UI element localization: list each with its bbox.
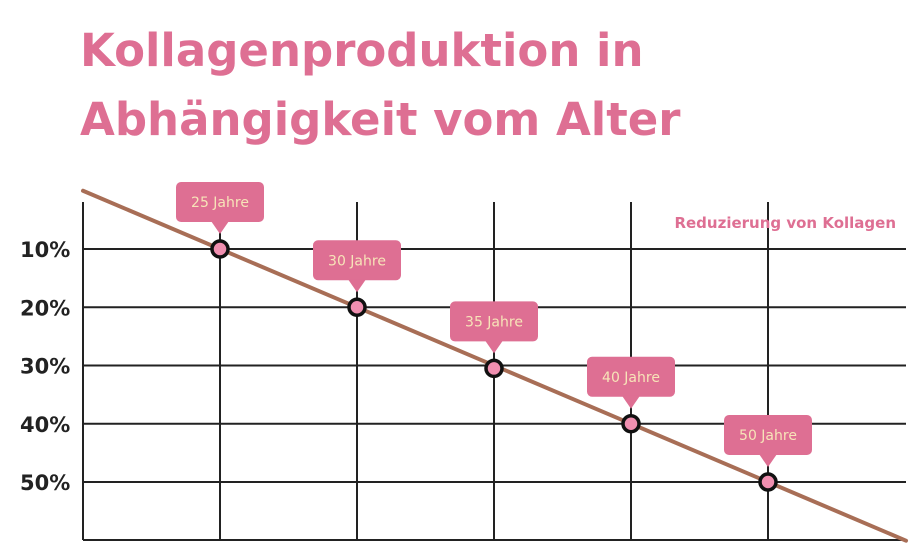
data-point (347, 297, 367, 317)
y-tick-label: 40% (20, 413, 70, 437)
data-tag-pointer (759, 454, 777, 467)
data-point (758, 472, 778, 492)
data-tag: 35 Jahre (450, 301, 538, 354)
chart-title: Kollagenproduktion in Abhängigkeit vom A… (80, 16, 680, 154)
data-point (210, 239, 230, 259)
legend-label: Reduzierung von Kollagen (674, 214, 896, 232)
data-tag-label: 30 Jahre (328, 253, 386, 269)
data-tag-label: 25 Jahre (191, 195, 249, 211)
data-tags: 25 Jahre 30 Jahre 35 Jahre 40 Jahre 50 Jahre (176, 182, 812, 467)
chart-title-line-1: Kollagenproduktion in (80, 24, 644, 77)
y-axis-labels: 10% 20% 30% 40% 50% (20, 238, 70, 495)
data-point (621, 414, 641, 434)
data-tag-label: 50 Jahre (739, 428, 797, 444)
data-markers (210, 239, 778, 492)
data-tag-pointer (622, 395, 640, 409)
data-tag: 25 Jahre (176, 182, 264, 234)
data-tag-pointer (485, 340, 503, 354)
data-point (484, 358, 504, 379)
data-tag-box (587, 356, 675, 397)
data-tag: 50 Jahre (724, 415, 812, 467)
data-tag-label: 35 Jahre (465, 314, 523, 330)
data-tag-box (313, 240, 401, 281)
y-tick-label: 20% (20, 296, 70, 320)
chart-title-line-2: Abhängigkeit vom Alter (80, 93, 681, 146)
data-tag-pointer (348, 279, 366, 293)
data-tag: 30 Jahre (313, 240, 401, 293)
data-tag-box (724, 415, 812, 455)
data-tag: 40 Jahre (587, 356, 675, 409)
y-tick-label: 30% (20, 355, 70, 379)
data-tag-pointer (211, 221, 229, 234)
y-tick-label: 50% (20, 471, 70, 495)
data-tag-box (450, 301, 538, 342)
y-tick-label: 10% (20, 238, 70, 262)
data-tag-box (176, 182, 264, 222)
data-tag-label: 40 Jahre (602, 370, 660, 386)
